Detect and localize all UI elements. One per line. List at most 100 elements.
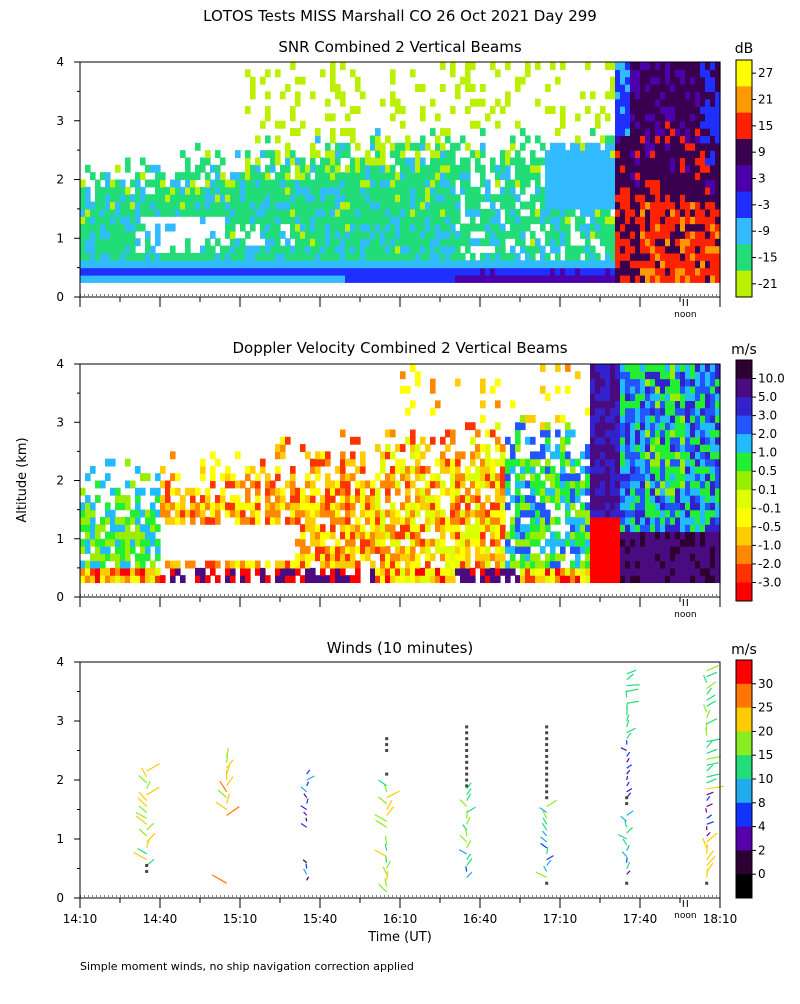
doppler-cell xyxy=(655,364,661,372)
snr-cell xyxy=(190,253,196,261)
snr-cell xyxy=(645,268,651,276)
snr-cell xyxy=(95,238,101,246)
snr-cell xyxy=(315,260,321,268)
snr-cell xyxy=(570,172,576,180)
doppler-cell xyxy=(630,517,636,525)
snr-cell xyxy=(290,113,296,121)
snr-cell xyxy=(660,62,666,70)
snr-cell xyxy=(560,194,566,202)
snr-cell xyxy=(255,202,261,210)
wind-barb xyxy=(307,782,309,786)
doppler-cell xyxy=(495,473,501,481)
snr-cell xyxy=(340,268,346,276)
doppler-cell xyxy=(680,517,686,525)
doppler-cell xyxy=(495,444,501,452)
snr-cell xyxy=(165,260,171,268)
colorbar-label: 3.0 xyxy=(758,409,777,423)
doppler-cell xyxy=(710,502,716,510)
snr-cell xyxy=(285,275,291,283)
snr-cell xyxy=(625,77,631,85)
snr-cell xyxy=(285,194,291,202)
doppler-cell xyxy=(690,364,696,372)
wind-barb xyxy=(627,752,630,756)
snr-cell xyxy=(330,246,336,254)
doppler-cell xyxy=(650,539,656,547)
snr-cell xyxy=(335,231,341,239)
doppler-cell xyxy=(260,568,266,576)
doppler-cell xyxy=(390,575,396,583)
snr-cell xyxy=(610,231,616,239)
snr-cell xyxy=(200,260,206,268)
snr-cell xyxy=(695,62,701,70)
doppler-cell xyxy=(420,539,426,547)
snr-cell xyxy=(240,216,246,224)
snr-cell xyxy=(530,275,536,283)
doppler-cell xyxy=(650,379,656,387)
doppler-cell xyxy=(625,539,631,547)
doppler-cell xyxy=(465,561,471,569)
snr-cell xyxy=(650,275,656,283)
snr-cell xyxy=(175,260,181,268)
snr-cell xyxy=(230,268,236,276)
doppler-cell xyxy=(710,444,716,452)
snr-cell xyxy=(195,202,201,210)
snr-cell xyxy=(605,224,611,232)
snr-cell xyxy=(460,77,466,85)
snr-cell xyxy=(660,260,666,268)
snr-cell xyxy=(655,84,661,92)
doppler-cell xyxy=(680,502,686,510)
colorbar-swatch xyxy=(736,803,752,827)
doppler-cell xyxy=(490,575,496,583)
doppler-cell xyxy=(355,575,361,583)
snr-cell xyxy=(565,231,571,239)
doppler-cell xyxy=(695,379,701,387)
doppler-cell xyxy=(340,517,346,525)
doppler-cell xyxy=(285,502,291,510)
doppler-cell xyxy=(665,546,671,554)
doppler-cell xyxy=(455,553,461,561)
snr-cell xyxy=(670,180,676,188)
snr-cell xyxy=(650,91,656,99)
snr-cell xyxy=(625,150,631,158)
snr-cell xyxy=(635,99,641,107)
snr-cell xyxy=(670,246,676,254)
colorbar-swatch xyxy=(736,218,752,245)
snr-cell xyxy=(420,180,426,188)
doppler-cell xyxy=(540,495,546,503)
snr-cell xyxy=(435,143,441,151)
snr-cell xyxy=(705,135,711,143)
snr-cell xyxy=(615,246,621,254)
snr-cell xyxy=(525,62,531,70)
snr-cell xyxy=(215,165,221,173)
snr-cell xyxy=(660,246,666,254)
doppler-cell xyxy=(85,575,91,583)
doppler-cell xyxy=(400,531,406,539)
footnote: Simple moment winds, no ship navigation … xyxy=(80,960,414,973)
snr-cell xyxy=(665,253,671,261)
doppler-cell xyxy=(565,437,571,445)
doppler-cell xyxy=(640,466,646,474)
snr-cell xyxy=(660,187,666,195)
snr-cell xyxy=(375,275,381,283)
snr-cell xyxy=(320,275,326,283)
snr-cell xyxy=(610,143,616,151)
doppler-cell xyxy=(535,488,541,496)
snr-cell xyxy=(495,172,501,180)
doppler-cell xyxy=(505,546,511,554)
doppler-cell xyxy=(410,546,416,554)
snr-cell xyxy=(675,150,681,158)
snr-cell xyxy=(625,143,631,151)
doppler-cell xyxy=(670,371,676,379)
snr-cell xyxy=(515,180,521,188)
doppler-cell xyxy=(540,364,546,372)
doppler-cell xyxy=(400,568,406,576)
snr-cell xyxy=(600,224,606,232)
doppler-cell xyxy=(105,473,111,481)
snr-cell xyxy=(695,202,701,210)
doppler-cell xyxy=(395,517,401,525)
doppler-cell xyxy=(240,575,246,583)
snr-cell xyxy=(595,260,601,268)
doppler-cell xyxy=(520,466,526,474)
doppler-cell xyxy=(100,524,106,532)
doppler-cell xyxy=(325,510,331,518)
